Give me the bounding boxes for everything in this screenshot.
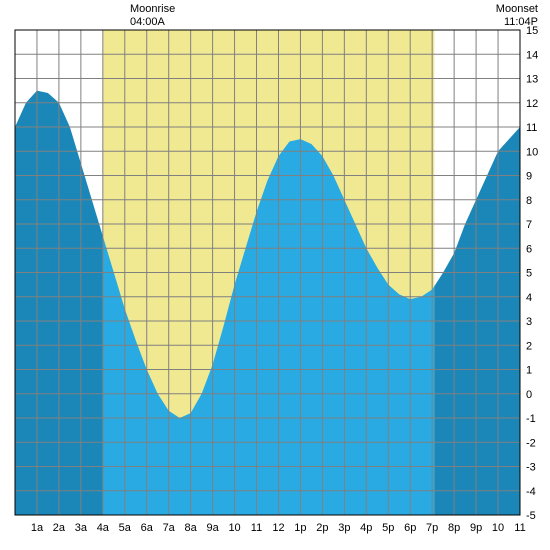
x-tick-label: 7a — [163, 522, 176, 534]
y-tick-label: 6 — [526, 243, 532, 255]
y-tick-label: 1 — [526, 365, 532, 377]
x-tick-label: 3p — [338, 522, 350, 534]
x-tick-label: 9a — [206, 522, 219, 534]
y-tick-label: -5 — [526, 510, 536, 522]
x-tick-label: 10 — [228, 522, 240, 534]
tide-chart: Moonrise 04:00A Moonset 11:04P -5-4-3-2-… — [0, 0, 550, 550]
x-tick-label: 5p — [382, 522, 394, 534]
y-tick-label: 4 — [526, 292, 532, 304]
y-tick-label: -1 — [526, 413, 536, 425]
x-tick-label: 7p — [426, 522, 438, 534]
x-tick-label: 8p — [448, 522, 460, 534]
y-tick-label: -4 — [526, 486, 536, 498]
x-tick-label: 8a — [185, 522, 198, 534]
x-tick-label: 9p — [470, 522, 482, 534]
moonrise-value: 04:00A — [130, 16, 165, 28]
x-tick-label: 3a — [75, 522, 88, 534]
x-tick-label: 4p — [360, 522, 372, 534]
moonset-value: 11:04P — [504, 16, 538, 28]
y-tick-label: -3 — [526, 462, 536, 474]
y-tick-label: 7 — [526, 219, 532, 231]
x-tick-label: 11 — [251, 522, 262, 534]
x-tick-label: 11 — [514, 522, 525, 534]
moonset-title: Moonset — [496, 3, 538, 15]
y-tick-label: 0 — [526, 389, 532, 401]
y-tick-label: 10 — [526, 146, 538, 158]
x-tick-label: 2p — [316, 522, 328, 534]
x-tick-label: 5a — [119, 522, 132, 534]
x-tick-label: 1p — [294, 522, 306, 534]
x-tick-label: 4a — [97, 522, 110, 534]
y-tick-label: 14 — [526, 49, 538, 61]
chart-svg: -5-4-3-2-101234567891011121314151a2a3a4a… — [0, 0, 550, 550]
y-tick-label: 2 — [526, 340, 532, 352]
y-tick-label: 9 — [526, 171, 532, 183]
x-tick-label: 6p — [404, 522, 416, 534]
y-tick-label: 5 — [526, 268, 532, 280]
y-tick-label: 3 — [526, 316, 532, 328]
y-tick-label: 8 — [526, 195, 532, 207]
x-tick-label: 6a — [141, 522, 154, 534]
moonset-label: Moonset 11:04P — [496, 3, 538, 29]
grid — [15, 30, 520, 515]
x-tick-label: 1a — [31, 522, 44, 534]
x-tick-label: 10 — [492, 522, 504, 534]
y-tick-label: 11 — [526, 122, 537, 134]
x-tick-label: 2a — [53, 522, 66, 534]
y-tick-label: -2 — [526, 437, 536, 449]
y-tick-label: 13 — [526, 74, 538, 86]
moonrise-title: Moonrise — [130, 3, 175, 15]
moonrise-label: Moonrise 04:00A — [130, 3, 175, 29]
y-tick-label: 12 — [526, 98, 538, 110]
x-tick-label: 12 — [272, 522, 284, 534]
